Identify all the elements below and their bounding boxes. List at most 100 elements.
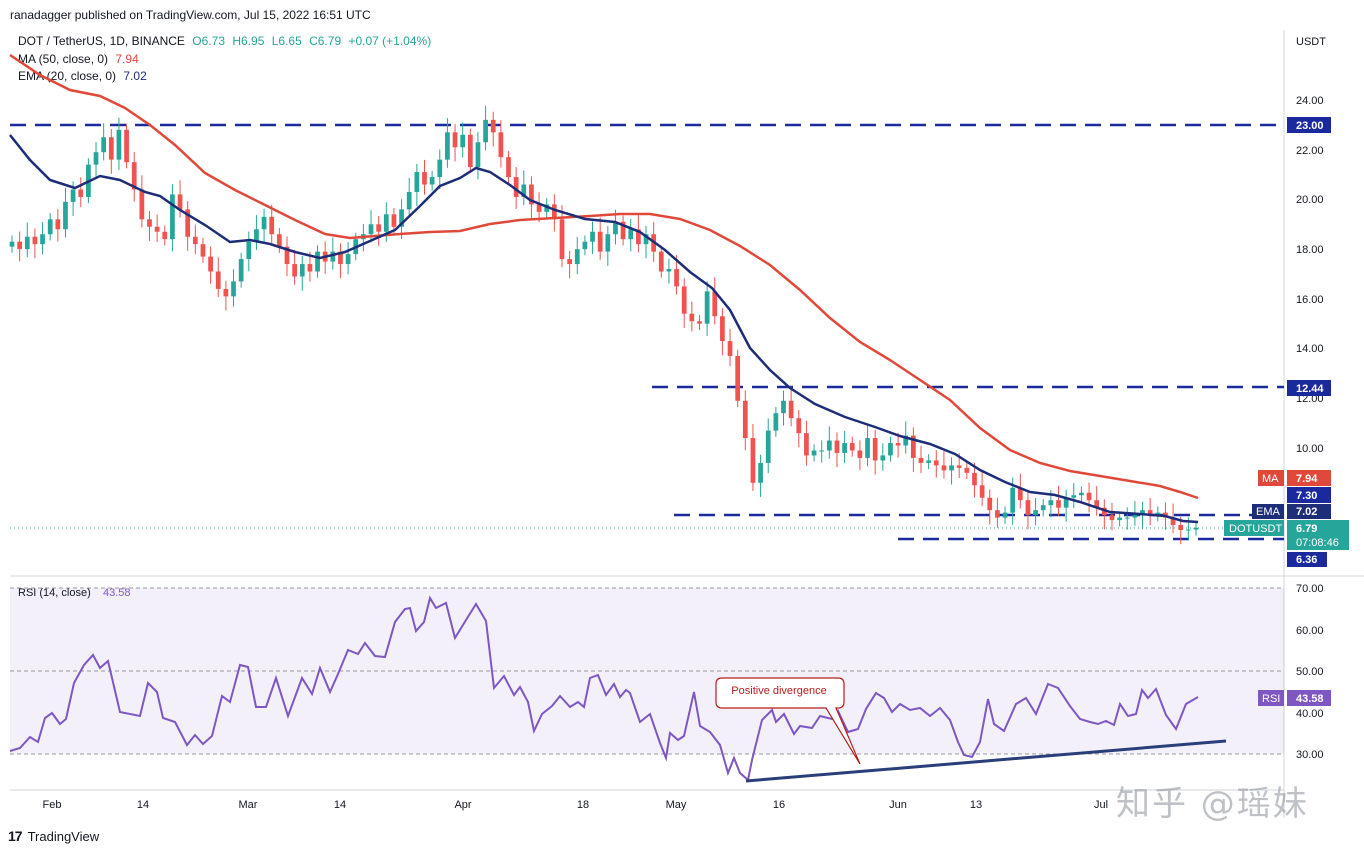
candle[interactable] — [658, 251, 664, 272]
candle[interactable] — [712, 291, 718, 317]
candle[interactable] — [345, 254, 351, 265]
candle[interactable] — [78, 189, 84, 197]
divergence-trendline[interactable] — [745, 739, 1227, 783]
candle[interactable] — [315, 251, 320, 272]
candle[interactable] — [483, 119, 488, 143]
candle[interactable] — [1170, 517, 1176, 526]
candle[interactable] — [1140, 510, 1145, 516]
candle[interactable] — [467, 134, 473, 168]
candle[interactable] — [147, 219, 152, 227]
candle[interactable] — [636, 229, 641, 245]
rsi-line[interactable] — [9, 595, 1199, 782]
candle[interactable] — [979, 485, 985, 498]
candle[interactable] — [972, 472, 977, 486]
candle[interactable] — [1109, 515, 1115, 521]
candle[interactable] — [276, 234, 282, 247]
candle[interactable] — [70, 189, 76, 202]
candle[interactable] — [1025, 500, 1031, 516]
candle[interactable] — [24, 236, 30, 250]
candle[interactable] — [1132, 515, 1138, 518]
candle[interactable] — [414, 172, 420, 192]
candle[interactable] — [551, 204, 557, 220]
candle[interactable] — [254, 229, 259, 242]
candle[interactable] — [590, 231, 595, 242]
candle[interactable] — [796, 418, 802, 434]
candle[interactable] — [1178, 525, 1184, 531]
candle[interactable] — [826, 440, 832, 451]
candle[interactable] — [620, 221, 626, 240]
candle[interactable] — [1048, 500, 1054, 506]
candle[interactable] — [689, 313, 695, 322]
ema20-line[interactable] — [9, 134, 1199, 524]
candle[interactable] — [628, 229, 634, 240]
candle[interactable] — [910, 435, 916, 458]
candle[interactable] — [170, 194, 175, 240]
candle[interactable] — [215, 271, 221, 289]
candle[interactable] — [445, 132, 450, 160]
candle[interactable] — [597, 231, 603, 252]
candle[interactable] — [452, 132, 458, 148]
candle[interactable] — [681, 286, 687, 314]
candle[interactable] — [231, 281, 236, 297]
candle[interactable] — [1155, 512, 1161, 516]
candle[interactable] — [246, 241, 252, 260]
candle[interactable] — [299, 264, 305, 277]
candle[interactable] — [139, 189, 145, 220]
candle[interactable] — [1017, 487, 1023, 501]
candle[interactable] — [284, 246, 290, 265]
candle[interactable] — [697, 321, 702, 324]
candle[interactable] — [55, 219, 61, 230]
candle[interactable] — [383, 214, 389, 232]
candle[interactable] — [643, 234, 649, 245]
candle[interactable] — [192, 236, 198, 245]
candle[interactable] — [857, 450, 863, 458]
candle[interactable] — [1033, 510, 1038, 516]
candle[interactable] — [490, 119, 496, 133]
ma-legend[interactable]: MA (50, close, 0) 7.94 — [18, 52, 143, 66]
candle[interactable] — [964, 467, 970, 473]
candle[interactable] — [742, 400, 748, 439]
candle[interactable] — [605, 234, 611, 252]
candle[interactable] — [376, 224, 382, 232]
candle[interactable] — [177, 194, 183, 210]
candle[interactable] — [1002, 512, 1008, 518]
candle[interactable] — [108, 137, 114, 160]
candle[interactable] — [368, 224, 374, 235]
candle[interactable] — [292, 264, 298, 277]
candle[interactable] — [613, 221, 618, 235]
candle[interactable] — [399, 209, 404, 227]
candle[interactable] — [513, 177, 519, 197]
candle[interactable] — [47, 219, 53, 235]
candle[interactable] — [1094, 500, 1100, 508]
candle[interactable] — [1056, 500, 1061, 508]
candle[interactable] — [888, 443, 893, 456]
candle[interactable] — [238, 259, 244, 282]
candle[interactable] — [704, 291, 710, 324]
candle[interactable] — [567, 259, 572, 265]
candle[interactable] — [788, 400, 794, 419]
candle[interactable] — [1124, 517, 1130, 519]
candle[interactable] — [330, 251, 336, 262]
candle[interactable] — [162, 231, 168, 240]
candle[interactable] — [842, 443, 847, 453]
candle[interactable] — [391, 214, 397, 227]
candle[interactable] — [765, 430, 771, 463]
candle[interactable] — [903, 435, 909, 446]
candle[interactable] — [1063, 497, 1069, 508]
candle[interactable] — [406, 191, 412, 210]
candle[interactable] — [506, 157, 511, 178]
candle[interactable] — [735, 356, 741, 401]
candle[interactable] — [574, 249, 580, 265]
candle[interactable] — [819, 450, 825, 452]
candle[interactable] — [1079, 492, 1084, 496]
candle[interactable] — [536, 204, 542, 212]
candle[interactable] — [261, 216, 267, 230]
candle[interactable] — [674, 269, 679, 287]
candle[interactable] — [956, 465, 962, 468]
candle[interactable] — [995, 510, 1000, 518]
candle[interactable] — [918, 457, 924, 463]
candle[interactable] — [582, 241, 588, 250]
candle[interactable] — [338, 251, 343, 265]
candle[interactable] — [9, 241, 15, 247]
